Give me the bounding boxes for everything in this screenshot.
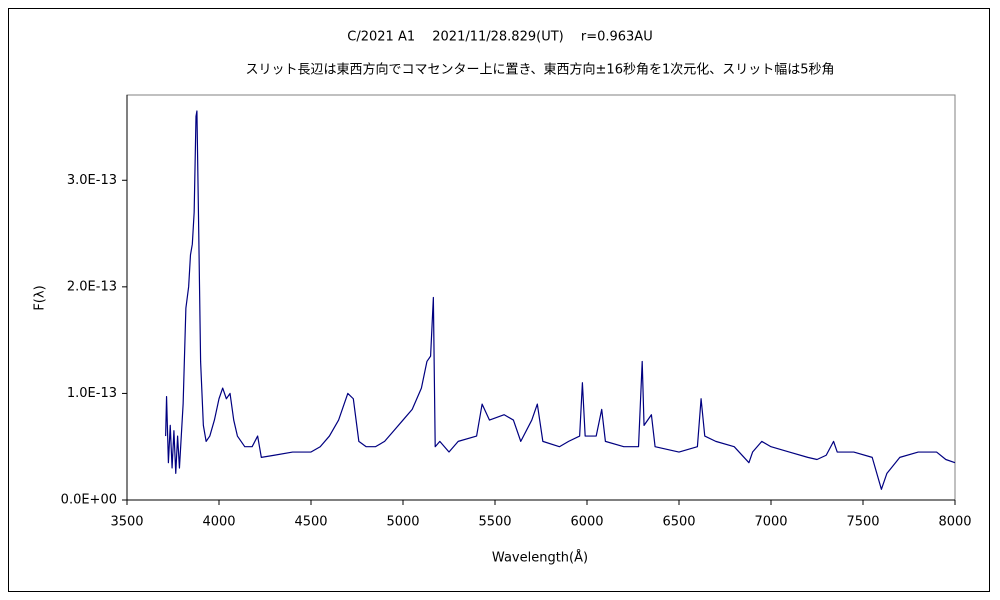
y-tick-label: 0.0E+00 xyxy=(61,493,117,508)
chart-subtitle: スリット長辺は東西方向でコマセンター上に置き、東西方向±16秒角を1次元化、スリ… xyxy=(245,62,834,78)
x-axis-label: Wavelength(Å) xyxy=(492,550,588,566)
chart-border xyxy=(8,8,990,592)
y-tick-label: 1.0E-13 xyxy=(67,386,117,401)
x-tick-label: 6500 xyxy=(662,515,695,530)
x-tick-label: 7000 xyxy=(754,515,787,530)
x-tick-label: 3500 xyxy=(110,515,143,530)
y-axis-label: F(λ) xyxy=(33,285,48,310)
x-tick-label: 5500 xyxy=(478,515,511,530)
x-tick-label: 6000 xyxy=(570,515,603,530)
x-tick-label: 4000 xyxy=(202,515,235,530)
x-tick-label: 7500 xyxy=(846,515,879,530)
spectrum-line xyxy=(165,110,956,490)
x-tick-label: 5000 xyxy=(386,515,419,530)
y-tick-label: 2.0E-13 xyxy=(67,279,117,294)
y-tick-label: 3.0E-13 xyxy=(67,173,117,188)
x-tick-label: 4500 xyxy=(294,515,327,530)
chart-title: C/2021 A1 2021/11/28.829(UT) r=0.963AU xyxy=(347,30,652,45)
x-tick-label: 8000 xyxy=(938,515,971,530)
